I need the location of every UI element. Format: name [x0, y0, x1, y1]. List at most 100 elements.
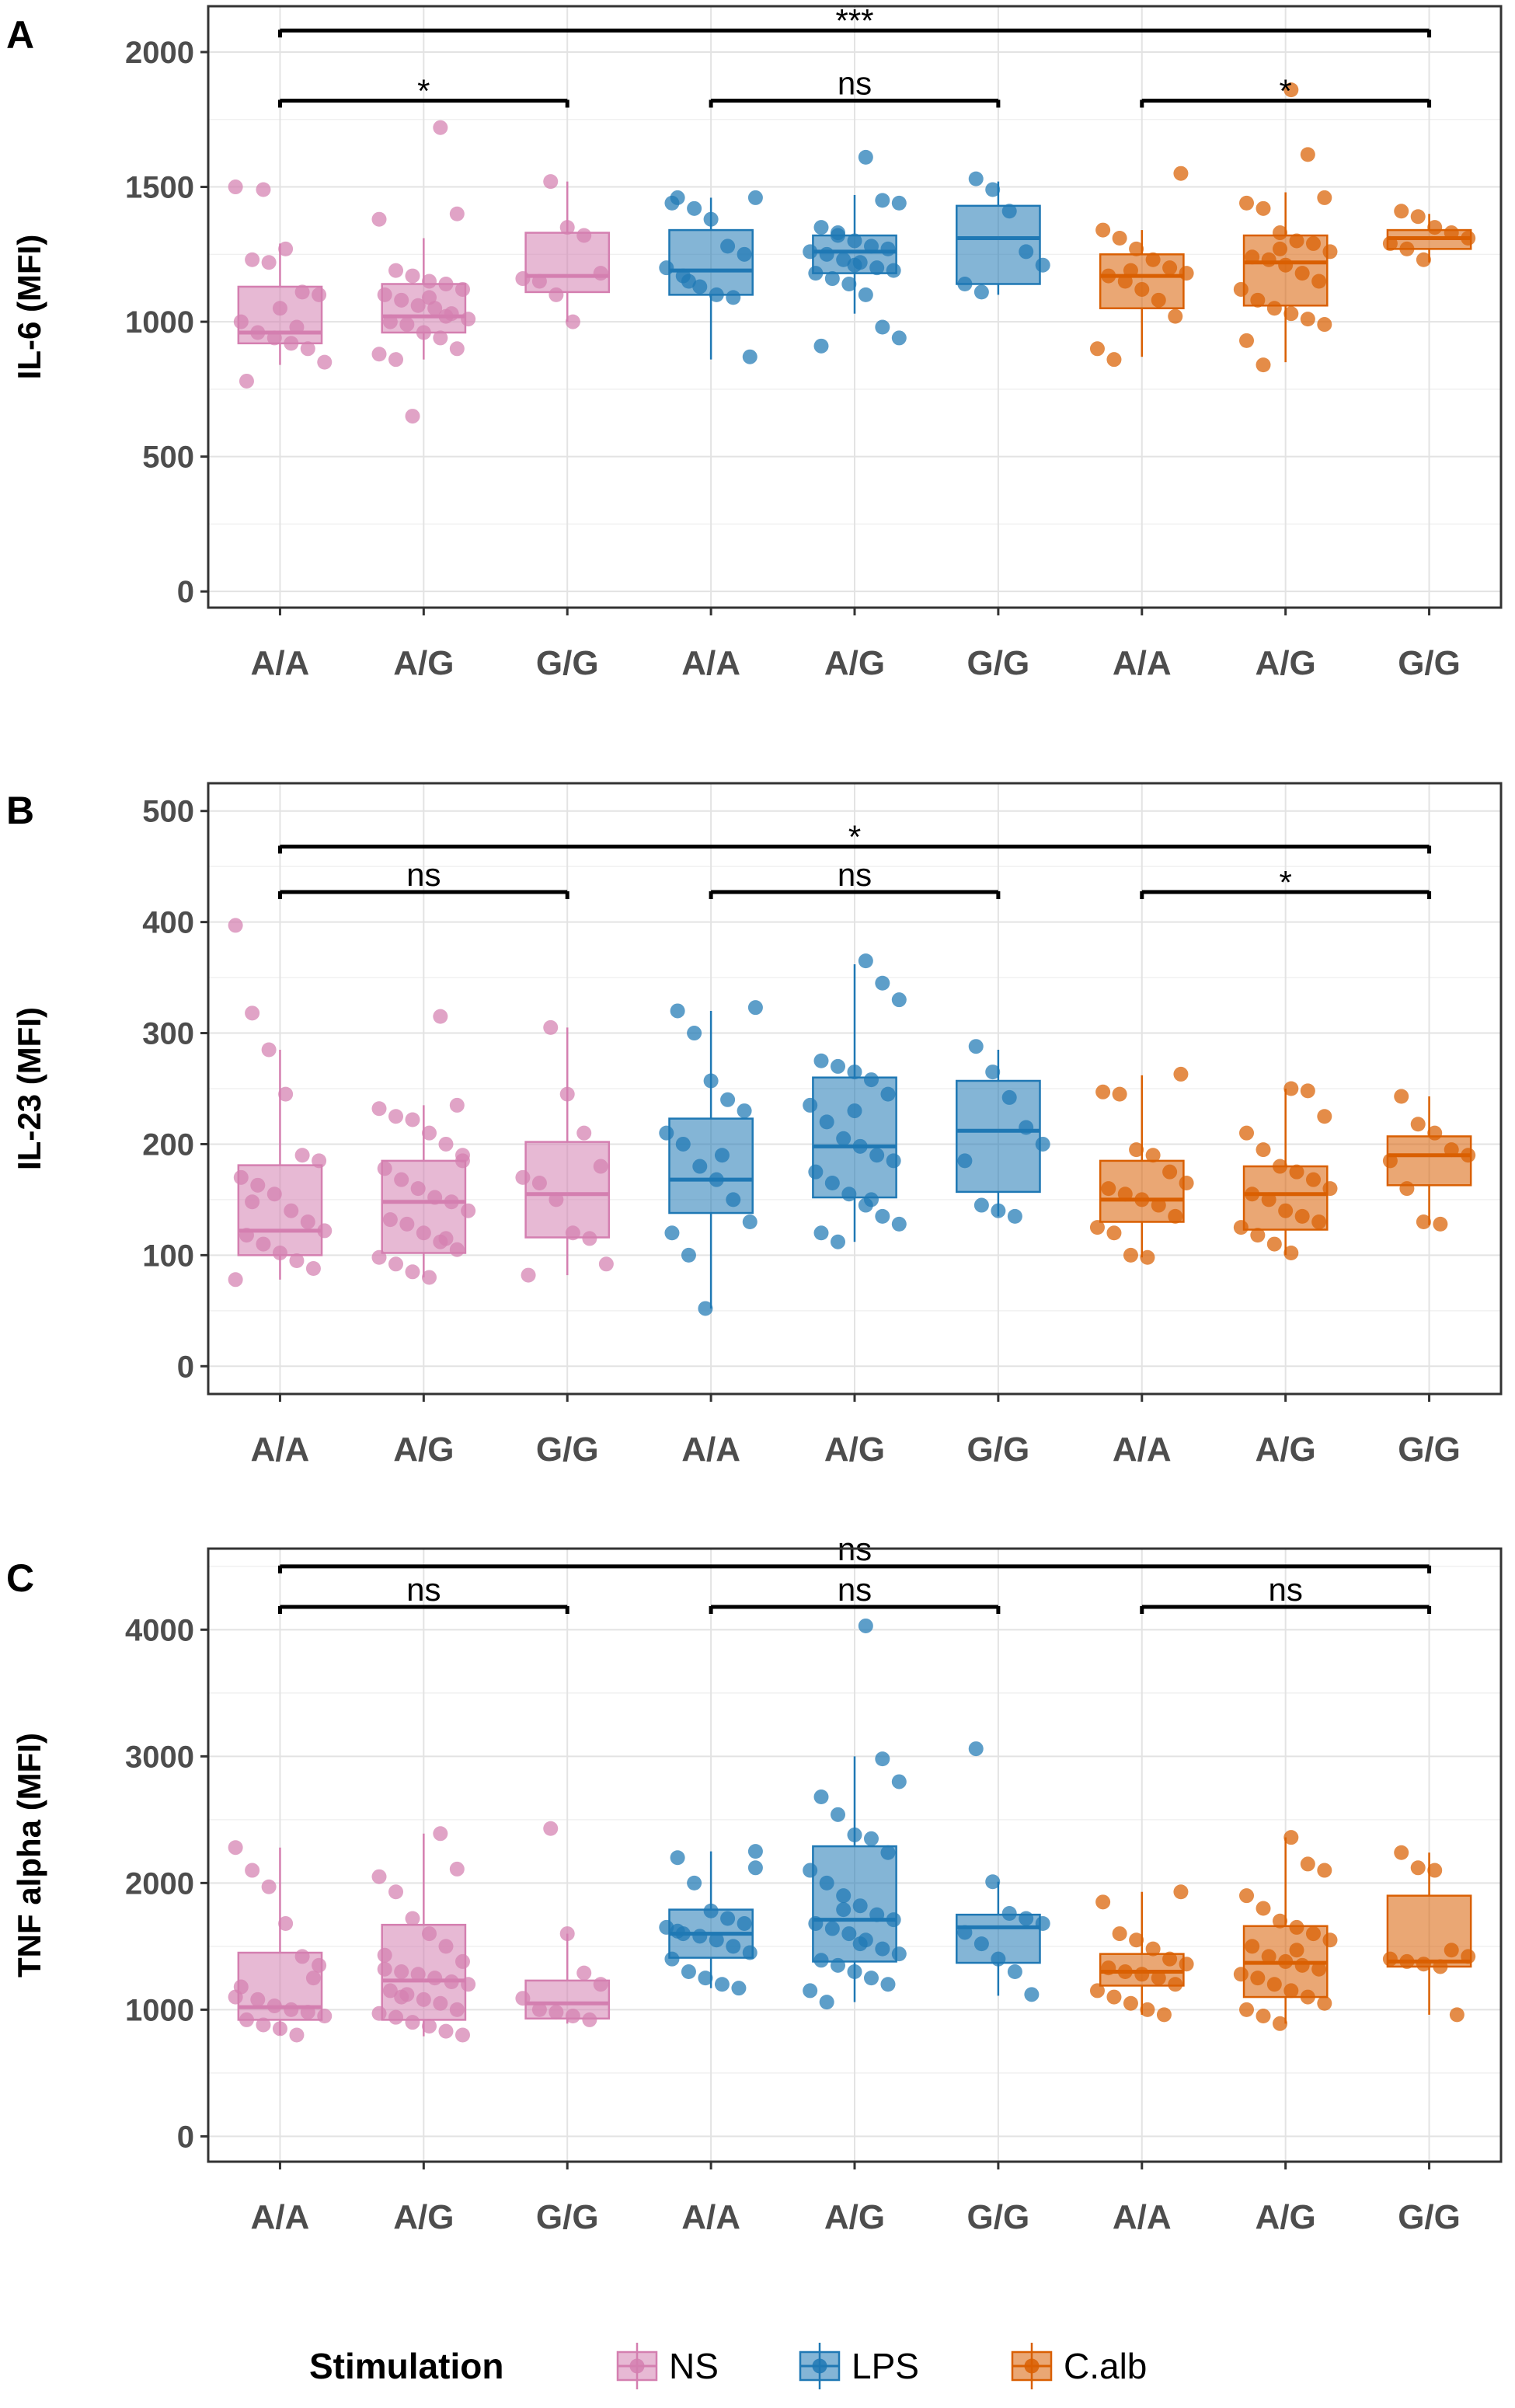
- y-tick-label: 0: [177, 575, 194, 609]
- legend-item-calb: C.alb: [1011, 2343, 1147, 2389]
- x-tick-label: A/A: [681, 2198, 740, 2236]
- significance-label: ***: [835, 2, 873, 39]
- data-point: [664, 1225, 680, 1241]
- data-point: [438, 2023, 454, 2039]
- data-point: [228, 179, 243, 195]
- data-point: [742, 1945, 758, 1960]
- data-point: [863, 239, 879, 254]
- data-point: [847, 1964, 862, 1979]
- data-point: [1399, 1181, 1415, 1197]
- data-point: [1179, 1957, 1194, 1972]
- data-point: [565, 1225, 580, 1241]
- data-point: [714, 1148, 730, 1163]
- data-point: [1305, 1926, 1321, 1942]
- y-axis-title: IL-6 (MFI): [11, 235, 47, 380]
- data-point: [405, 1112, 420, 1127]
- data-point: [1123, 263, 1138, 278]
- box-body: [668, 228, 754, 296]
- data-point: [312, 287, 327, 302]
- data-point: [1106, 352, 1122, 368]
- data-point: [266, 330, 282, 346]
- significance-bracket: *: [1140, 72, 1432, 109]
- x-tick-label: A/A: [681, 1431, 740, 1469]
- data-point: [703, 1073, 719, 1089]
- data-point: [968, 1741, 984, 1757]
- data-point: [245, 252, 260, 267]
- data-point: [973, 284, 989, 300]
- data-point: [278, 1916, 294, 1932]
- data-point: [300, 1214, 315, 1229]
- y-tick-label: 2000: [125, 1866, 194, 1901]
- data-point: [1273, 1913, 1288, 1929]
- data-point: [808, 1164, 824, 1180]
- data-point: [228, 1989, 243, 2005]
- data-point: [1024, 1987, 1040, 2002]
- data-point: [1322, 1932, 1338, 1948]
- data-point: [1112, 1926, 1127, 1942]
- data-point: [261, 1879, 277, 1894]
- data-point: [449, 2002, 465, 2017]
- y-tick-label: 100: [142, 1239, 194, 1273]
- data-point: [659, 1919, 674, 1935]
- data-point: [841, 1926, 857, 1942]
- data-point: [1461, 230, 1476, 246]
- data-point: [1035, 257, 1050, 273]
- data-point: [875, 1208, 890, 1224]
- legend-item-lps: LPS: [799, 2343, 919, 2389]
- data-point: [1245, 249, 1260, 265]
- data-point: [1416, 1214, 1431, 1229]
- data-point: [957, 1925, 973, 1940]
- data-point: [720, 1092, 736, 1107]
- data-point: [1283, 1983, 1299, 1999]
- data-point: [1461, 1148, 1476, 1163]
- data-point: [433, 1995, 448, 2011]
- data-point: [813, 220, 829, 235]
- data-point: [747, 1844, 763, 1859]
- data-point: [598, 1256, 614, 1272]
- data-point: [272, 2021, 287, 2037]
- data-point: [461, 1977, 476, 1992]
- data-point: [593, 1159, 608, 1174]
- data-point: [1173, 1884, 1189, 1900]
- data-point: [803, 1983, 818, 1999]
- data-point: [1300, 147, 1315, 162]
- y-tick-label: 2000: [125, 36, 194, 70]
- data-point: [284, 336, 299, 351]
- data-point: [886, 1912, 901, 1928]
- data-point: [1019, 1911, 1034, 1926]
- data-point: [1283, 82, 1299, 98]
- data-point: [1106, 1989, 1122, 2005]
- significance-bracket: ns: [277, 856, 569, 900]
- data-point: [858, 149, 873, 165]
- data-point: [664, 1951, 680, 1967]
- data-point: [1156, 2007, 1172, 2023]
- data-point: [831, 228, 846, 243]
- data-point: [1129, 1932, 1144, 1948]
- panel-letter: B: [6, 789, 34, 832]
- data-point: [659, 260, 674, 276]
- data-point: [1394, 204, 1409, 219]
- y-tick-label: 200: [142, 1127, 194, 1162]
- legend-label: NS: [669, 2346, 719, 2386]
- data-point: [1273, 225, 1288, 241]
- data-point: [394, 292, 409, 308]
- data-point: [869, 1148, 885, 1163]
- data-point: [1095, 1084, 1111, 1099]
- data-point: [869, 260, 885, 276]
- y-tick-label: 3000: [125, 1740, 194, 1774]
- data-point: [703, 211, 719, 227]
- data-point: [692, 279, 708, 294]
- data-point: [819, 1875, 834, 1891]
- data-point: [239, 2012, 254, 2027]
- data-point: [1317, 1863, 1332, 1878]
- y-tick-label: 400: [142, 906, 194, 940]
- data-point: [256, 1236, 271, 1252]
- data-point: [543, 1821, 559, 1836]
- x-tick-label: A/G: [1256, 2198, 1316, 2236]
- data-point: [438, 1136, 454, 1152]
- data-point: [576, 228, 592, 243]
- data-point: [831, 1957, 846, 1973]
- data-point: [726, 1939, 741, 1954]
- data-point: [824, 1921, 840, 1936]
- data-point: [1123, 1247, 1138, 1263]
